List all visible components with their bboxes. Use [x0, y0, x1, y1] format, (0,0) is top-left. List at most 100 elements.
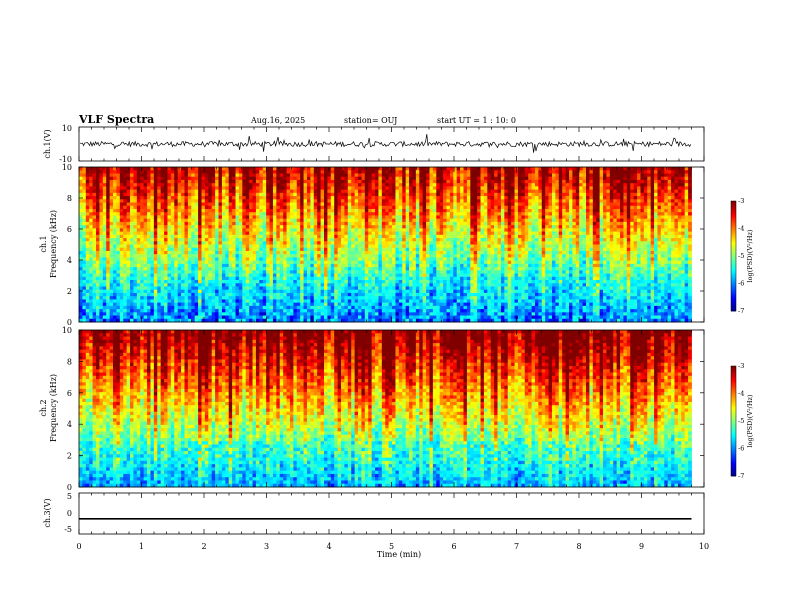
spectrogram-cell: [167, 315, 172, 320]
spectrogram-cell: [412, 280, 417, 284]
spectrogram-cell: [347, 289, 352, 294]
spectrogram-cell: [266, 263, 270, 268]
spectrogram-cell: [99, 318, 104, 323]
spectrogram-cell: [150, 299, 155, 304]
spectrogram-cell: [164, 267, 168, 271]
spectrogram-cell: [324, 292, 328, 297]
spectrogram-cell: [351, 202, 356, 207]
spectrogram-cell: [123, 196, 128, 200]
spectrogram-cell: [266, 212, 270, 216]
spectrogram-cell: [167, 199, 172, 203]
spectrogram-cell: [341, 305, 345, 310]
spectrogram-cell: [136, 302, 141, 307]
spectrogram-cell: [375, 241, 379, 245]
spectrogram-cell: [123, 247, 128, 252]
spectrogram-cell: [392, 250, 396, 255]
spectrogram-cell: [249, 202, 253, 207]
spectrogram-cell: [283, 170, 287, 174]
spectrogram-cell: [283, 244, 287, 249]
spectrogram-cell: [167, 215, 172, 220]
spectrogram-cell: [153, 231, 158, 236]
spectrogram-cell: [245, 267, 250, 271]
spectrogram-cell: [225, 292, 230, 297]
spectrogram-cell: [310, 244, 315, 249]
spectrogram-cell: [140, 196, 145, 200]
spectrogram-cell: [426, 234, 430, 239]
spectrogram-cell: [96, 267, 100, 271]
spectrogram-cell: [306, 263, 311, 268]
spectrogram-cell: [119, 183, 124, 187]
spectrogram-cell: [191, 315, 196, 320]
spectrogram-cell: [303, 199, 308, 203]
spectrogram-cell: [109, 192, 114, 197]
spectrogram-cell: [289, 309, 294, 313]
spectrogram-cell: [238, 309, 243, 313]
spectrogram-cell: [102, 254, 107, 258]
spectrogram-cell: [225, 202, 230, 207]
spectrogram-cell: [198, 186, 202, 191]
spectrogram-cell: [225, 286, 230, 291]
spectrogram-cell: [208, 299, 213, 304]
spectrogram-cell: [153, 202, 158, 207]
spectrogram-cell: [330, 263, 335, 268]
spectrogram-cell: [426, 186, 430, 191]
spectrogram-cell: [259, 170, 264, 174]
spectrogram-cell: [211, 247, 216, 252]
spectrogram-cell: [402, 273, 407, 278]
spectrogram-cell: [82, 299, 87, 304]
spectrogram-cell: [143, 283, 148, 287]
spectrogram-cell: [306, 212, 311, 216]
spectrogram-cell: [119, 257, 124, 262]
spectrogram-cell: [262, 238, 267, 242]
spectrogram-cell: [422, 170, 427, 174]
spectrogram-cell: [235, 176, 240, 181]
spectrogram-cell: [358, 302, 362, 307]
spectrogram-cell: [375, 238, 379, 242]
spectrogram-cell: [392, 234, 396, 239]
spectrogram-cell: [181, 231, 185, 236]
spectrogram-cell: [300, 263, 304, 268]
spectrogram-cell: [228, 309, 233, 313]
spectrogram-cell: [167, 296, 172, 300]
spectrogram-cell: [276, 273, 281, 278]
spectrogram-cell: [181, 276, 185, 281]
spectrogram-cell: [327, 238, 332, 242]
spectrogram-cell: [116, 244, 121, 249]
spectrogram-cell: [429, 196, 434, 200]
spectrogram-cell: [262, 257, 267, 262]
spectrogram-cell: [347, 247, 352, 252]
spectrogram-cell: [259, 283, 264, 287]
spectrogram-cell: [303, 221, 308, 226]
spectrogram-cell: [235, 225, 240, 229]
spectrogram-cell: [320, 302, 325, 307]
spectrogram-cell: [358, 247, 362, 252]
spectrogram-cell: [174, 296, 179, 300]
spectrogram-cell: [215, 218, 219, 223]
spectrogram-cell: [313, 263, 318, 268]
spectrogram-cell: [313, 286, 318, 291]
spectrogram-cell: [228, 302, 233, 307]
spectrogram-cell: [347, 302, 352, 307]
spectrogram-cell: [255, 167, 260, 171]
spectrogram-cell: [306, 244, 311, 249]
spectrogram-cell: [272, 225, 277, 229]
spectrogram-cell: [102, 309, 107, 313]
spectrogram-cell: [218, 267, 223, 271]
spectrogram-cell: [85, 238, 90, 242]
spectrogram-cell: [429, 263, 434, 268]
spectrogram-cell: [266, 309, 270, 313]
spectrogram-cell: [174, 241, 179, 245]
spectrogram-cell: [143, 312, 148, 316]
spectrogram-cell: [242, 305, 247, 310]
spectrogram-cell: [334, 202, 339, 207]
spectrogram-cell: [364, 186, 369, 191]
spectrogram-cell: [296, 309, 301, 313]
spectrogram-cell: [354, 254, 359, 258]
spectrogram-cell: [249, 208, 253, 213]
spectrogram-cell: [133, 208, 138, 213]
spectrogram-cell: [293, 205, 298, 210]
spectrogram-cell: [211, 234, 216, 239]
spectrogram-cell: [252, 299, 257, 304]
spectrogram-cell: [211, 202, 216, 207]
spectrogram-cell: [303, 286, 308, 291]
